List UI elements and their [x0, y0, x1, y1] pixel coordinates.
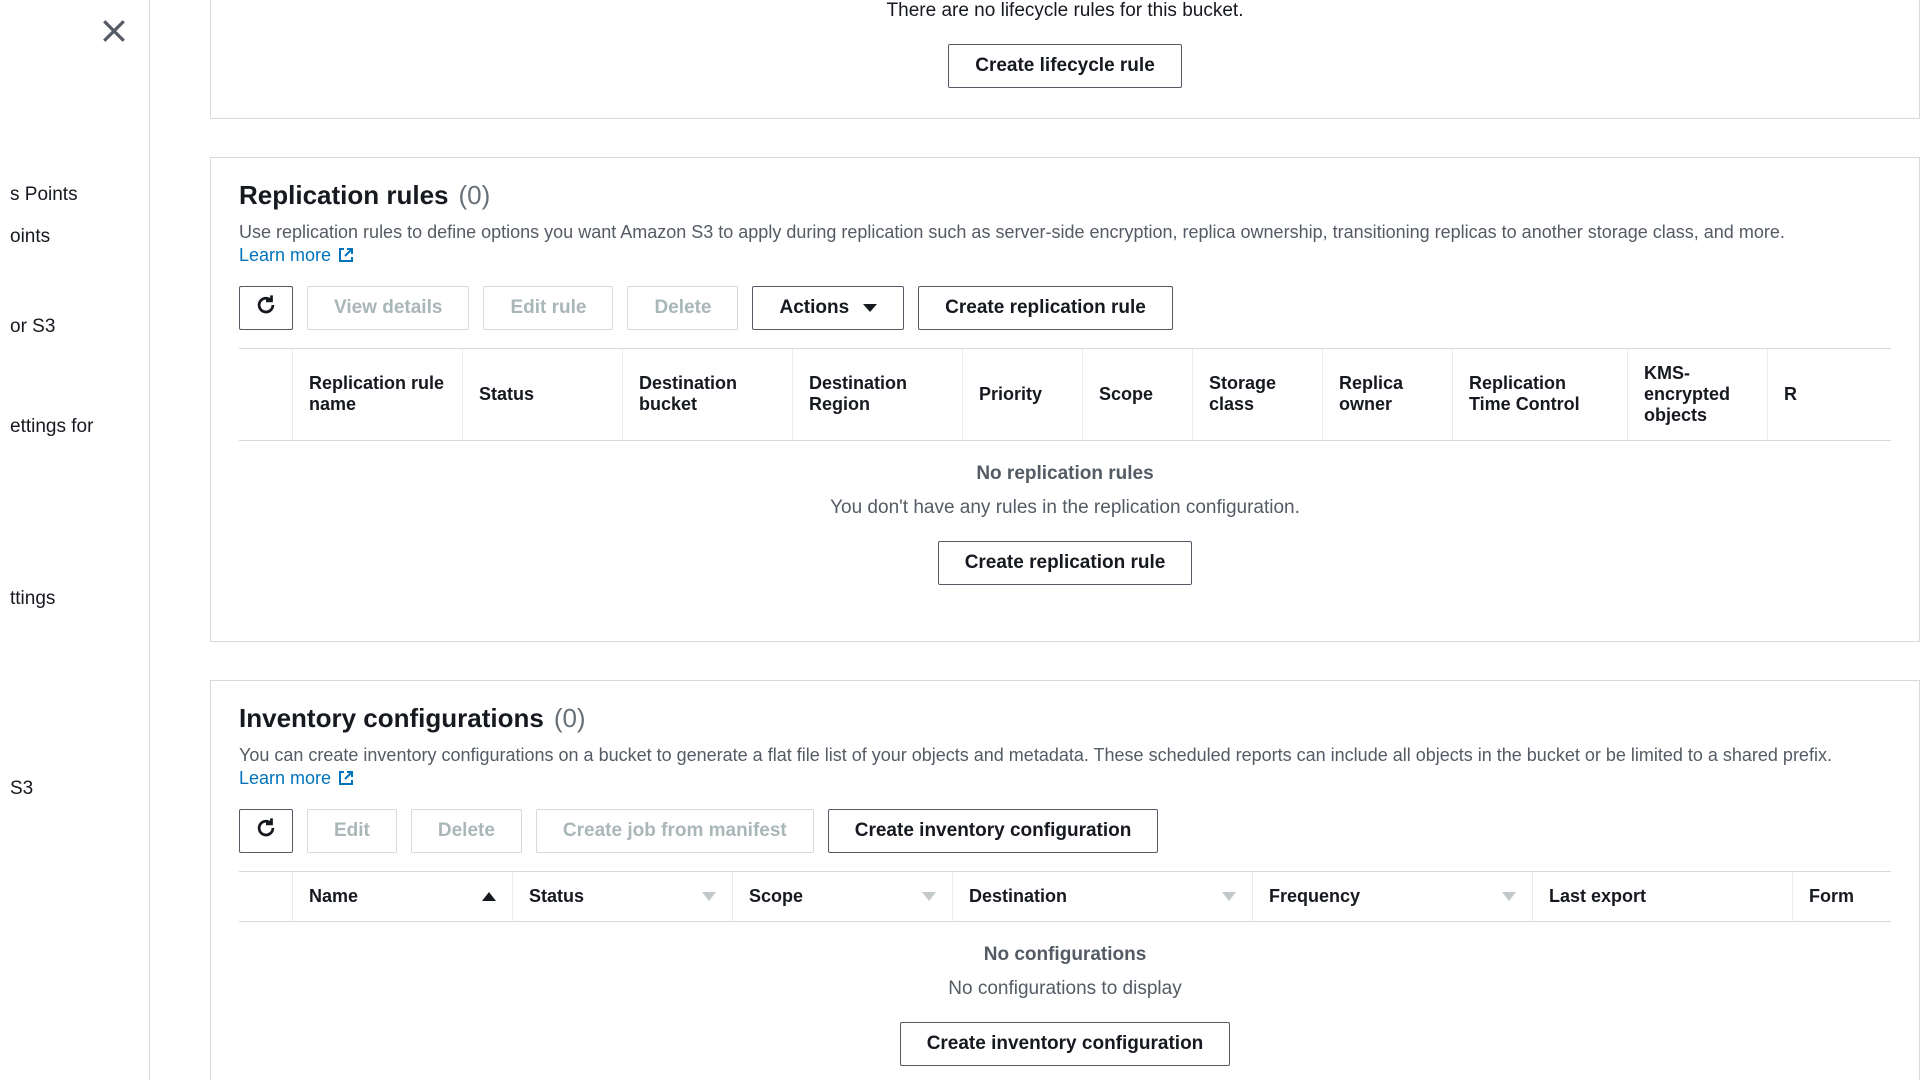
sidebar-item[interactable]: oints — [0, 216, 149, 258]
sidebar-item[interactable]: s Points — [0, 174, 149, 216]
table-header[interactable]: KMS-encrypted objects — [1628, 349, 1768, 440]
table-header-row: Name Status Scope Destination — [239, 872, 1891, 922]
sort-icon — [1222, 892, 1236, 901]
table-header[interactable]: Name — [293, 872, 513, 921]
table-header[interactable]: Status — [463, 349, 623, 440]
sort-icon — [1502, 892, 1516, 901]
table-header[interactable]: Storage class — [1193, 349, 1323, 440]
create-inventory-config-button-empty[interactable]: Create inventory configuration — [900, 1022, 1231, 1066]
inventory-learn-more-link[interactable]: Learn more — [239, 768, 354, 788]
table-header[interactable]: Priority — [963, 349, 1083, 440]
actions-dropdown[interactable]: Actions — [752, 286, 904, 330]
sidebar-item[interactable]: ettings for — [0, 406, 149, 448]
empty-title: No configurations — [239, 944, 1891, 966]
replication-empty-state: No replication rules You don't have any … — [239, 441, 1891, 613]
create-lifecycle-rule-button[interactable]: Create lifecycle rule — [948, 44, 1182, 88]
inventory-toolbar: Edit Delete Create job from manifest Cre… — [239, 809, 1891, 853]
sidebar-item[interactable]: S3 — [0, 768, 149, 810]
refresh-icon — [255, 294, 277, 322]
replication-learn-more-link[interactable]: Learn more — [239, 245, 354, 265]
replication-title: Replication rules — [239, 180, 449, 211]
table-header[interactable]: Replica owner — [1323, 349, 1453, 440]
table-header[interactable]: Destination — [953, 872, 1253, 921]
table-header[interactable]: Replication Time Control — [1453, 349, 1628, 440]
inventory-title: Inventory configurations — [239, 703, 544, 734]
table-checkbox-header[interactable] — [239, 349, 293, 440]
table-header[interactable]: Scope — [733, 872, 953, 921]
view-details-button: View details — [307, 286, 469, 330]
table-header[interactable]: R — [1768, 349, 1891, 440]
replication-count: (0) — [459, 180, 491, 211]
replication-panel: Replication rules (0) Use replication ru… — [210, 157, 1920, 642]
replication-table: Replication rule name Status Destination… — [239, 348, 1891, 613]
empty-subtitle: You don't have any rules in the replicat… — [239, 497, 1891, 519]
sidebar-item[interactable]: or S3 — [0, 306, 149, 348]
close-icon[interactable] — [101, 18, 127, 49]
delete-button: Delete — [627, 286, 738, 330]
refresh-icon — [255, 817, 277, 845]
main-content: There are no lifecycle rules for this bu… — [210, 0, 1920, 1080]
external-link-icon — [338, 247, 354, 263]
sort-asc-icon — [482, 892, 496, 901]
sidebar: s Points oints or S3 ettings for ttings … — [0, 0, 150, 1080]
replication-toolbar: View details Edit rule Delete Actions Cr… — [239, 286, 1891, 330]
sort-icon — [702, 892, 716, 901]
create-replication-rule-button[interactable]: Create replication rule — [918, 286, 1173, 330]
caret-down-icon — [863, 304, 877, 312]
table-header[interactable]: Frequency — [1253, 872, 1533, 921]
table-header-row: Replication rule name Status Destination… — [239, 349, 1891, 441]
external-link-icon — [338, 770, 354, 786]
create-replication-rule-button-empty[interactable]: Create replication rule — [938, 541, 1193, 585]
empty-subtitle: No configurations to display — [239, 978, 1891, 1000]
edit-button: Edit — [307, 809, 397, 853]
delete-button: Delete — [411, 809, 522, 853]
sidebar-items: s Points oints or S3 ettings for ttings … — [0, 174, 149, 810]
inventory-empty-state: No configurations No configurations to d… — [239, 922, 1891, 1080]
table-header[interactable]: Destination Region — [793, 349, 963, 440]
inventory-count: (0) — [554, 703, 586, 734]
table-checkbox-header[interactable] — [239, 872, 293, 921]
table-header[interactable]: Last export — [1533, 872, 1793, 921]
refresh-button[interactable] — [239, 286, 293, 330]
table-header[interactable]: Scope — [1083, 349, 1193, 440]
lifecycle-empty-text: There are no lifecycle rules for this bu… — [211, 0, 1919, 22]
inventory-panel: Inventory configurations (0) You can cre… — [210, 680, 1920, 1080]
edit-rule-button: Edit rule — [483, 286, 613, 330]
inventory-table: Name Status Scope Destination — [239, 871, 1891, 1080]
sort-icon — [922, 892, 936, 901]
empty-title: No replication rules — [239, 463, 1891, 485]
table-header[interactable]: Destination bucket — [623, 349, 793, 440]
refresh-button[interactable] — [239, 809, 293, 853]
create-inventory-config-button[interactable]: Create inventory configuration — [828, 809, 1159, 853]
table-header[interactable]: Status — [513, 872, 733, 921]
lifecycle-panel: There are no lifecycle rules for this bu… — [210, 0, 1920, 119]
inventory-description: You can create inventory configurations … — [239, 744, 1891, 791]
replication-description: Use replication rules to define options … — [239, 221, 1891, 268]
table-header[interactable]: Replication rule name — [293, 349, 463, 440]
table-header[interactable]: Form — [1793, 872, 1891, 921]
sidebar-item[interactable]: ttings — [0, 578, 149, 620]
create-job-button: Create job from manifest — [536, 809, 814, 853]
